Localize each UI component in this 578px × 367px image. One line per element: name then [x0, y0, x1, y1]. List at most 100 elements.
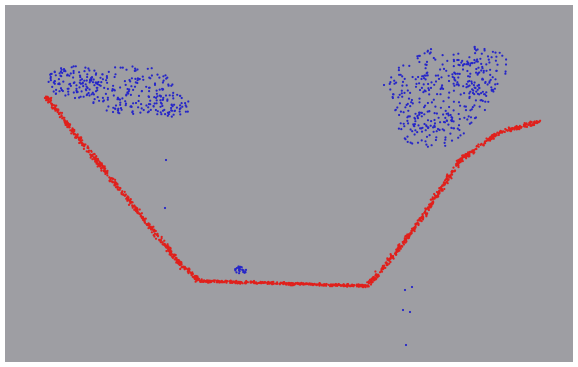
point — [67, 93, 69, 95]
point — [86, 73, 88, 75]
point — [462, 156, 464, 158]
point — [184, 267, 186, 269]
point — [103, 166, 105, 168]
point — [451, 117, 453, 119]
point — [420, 78, 422, 80]
point — [525, 123, 527, 125]
point — [153, 230, 155, 232]
point — [63, 117, 65, 119]
point — [468, 92, 470, 94]
point — [427, 83, 429, 85]
point — [92, 81, 94, 83]
point — [458, 84, 460, 86]
point — [476, 58, 478, 60]
point — [124, 80, 126, 82]
point — [445, 178, 447, 180]
point — [192, 276, 194, 278]
point — [79, 82, 81, 84]
point — [430, 87, 432, 89]
point — [436, 191, 438, 193]
point — [73, 65, 75, 67]
point — [274, 283, 276, 285]
point — [443, 188, 445, 190]
point — [457, 137, 459, 139]
point — [134, 70, 136, 72]
point — [492, 51, 494, 53]
point — [434, 106, 436, 108]
point — [414, 226, 416, 228]
point — [444, 145, 446, 147]
point — [406, 236, 408, 238]
point — [476, 85, 478, 87]
point — [409, 105, 411, 107]
point — [436, 130, 438, 132]
point — [156, 74, 158, 76]
point — [59, 75, 61, 77]
point — [425, 129, 427, 131]
point — [165, 250, 167, 252]
point — [100, 170, 102, 172]
point — [184, 102, 186, 104]
point — [427, 50, 429, 52]
point — [467, 81, 469, 83]
point — [241, 269, 243, 271]
point — [427, 126, 429, 128]
point — [459, 105, 461, 107]
point — [231, 282, 233, 284]
point — [396, 106, 398, 108]
point — [480, 63, 482, 65]
point — [505, 70, 507, 72]
point — [488, 61, 490, 63]
point — [487, 83, 489, 85]
point — [121, 97, 123, 99]
point — [401, 90, 403, 92]
point — [78, 71, 80, 73]
point — [370, 283, 372, 285]
point — [94, 98, 96, 100]
point — [421, 115, 423, 117]
point — [92, 101, 94, 103]
point — [431, 101, 433, 103]
point — [453, 101, 455, 103]
point — [51, 73, 53, 75]
point — [53, 90, 55, 92]
point — [433, 84, 435, 86]
point — [87, 67, 89, 69]
point — [442, 113, 444, 115]
point — [469, 64, 471, 66]
point — [441, 84, 443, 86]
point — [460, 160, 462, 162]
point — [176, 94, 178, 96]
point — [421, 139, 423, 141]
point — [104, 173, 106, 175]
point — [526, 126, 528, 128]
point — [49, 98, 51, 100]
point — [94, 161, 96, 163]
point — [383, 84, 385, 86]
point — [162, 244, 164, 246]
point — [476, 145, 478, 147]
point — [172, 97, 174, 99]
point — [487, 101, 489, 103]
point — [452, 170, 454, 172]
point — [462, 68, 464, 70]
point — [473, 59, 475, 61]
point — [134, 78, 136, 80]
point — [112, 111, 114, 113]
point — [114, 184, 116, 186]
point — [323, 283, 325, 285]
point — [63, 68, 65, 70]
point — [390, 76, 392, 78]
point — [496, 64, 498, 66]
point — [119, 86, 121, 88]
point — [66, 126, 68, 128]
point — [445, 70, 447, 72]
point — [374, 270, 376, 272]
point — [480, 69, 482, 71]
point — [156, 99, 158, 101]
point — [392, 97, 394, 99]
point — [414, 223, 416, 225]
point — [59, 83, 61, 85]
point — [197, 279, 199, 281]
point — [438, 117, 440, 119]
